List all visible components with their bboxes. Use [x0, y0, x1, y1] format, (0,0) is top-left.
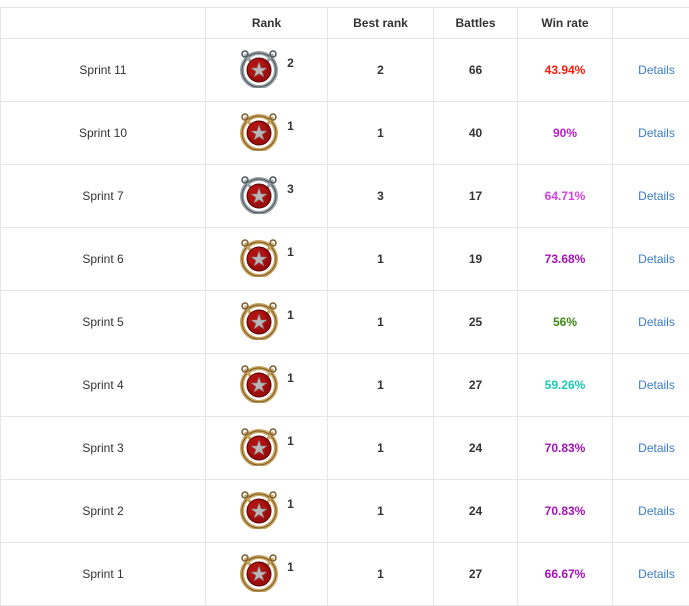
details-cell: Details [613, 480, 689, 543]
win-rate: 43.94% [518, 39, 613, 102]
battles: 19 [434, 228, 518, 291]
rank-cell: 2 [206, 39, 328, 102]
season-name: Sprint 1 [1, 543, 206, 606]
details-link[interactable]: Details [638, 189, 675, 203]
details-link[interactable]: Details [638, 378, 675, 392]
rank-value: 1 [287, 119, 294, 133]
season-name: Sprint 11 [1, 39, 206, 102]
header-season [1, 8, 206, 39]
details-link[interactable]: Details [638, 63, 675, 77]
battles: 27 [434, 354, 518, 417]
table-row: Sprint 11 2 2 66 43.94% Details [1, 39, 689, 102]
gold-rank-medal-icon [239, 554, 279, 592]
header-rank: Rank [206, 8, 328, 39]
details-link[interactable]: Details [638, 126, 675, 140]
best-rank: 1 [328, 543, 434, 606]
rank-cell: 1 [206, 291, 328, 354]
details-cell: Details [613, 102, 689, 165]
best-rank: 1 [328, 480, 434, 543]
season-name: Sprint 6 [1, 228, 206, 291]
table-row: Sprint 7 3 3 17 64.71% Details [1, 165, 689, 228]
gold-rank-medal-icon [239, 113, 279, 151]
win-rate: 90% [518, 102, 613, 165]
gold-rank-medal-icon [239, 491, 279, 529]
rank-value: 1 [287, 308, 294, 322]
gold-rank-medal-icon [239, 428, 279, 466]
best-rank: 1 [328, 291, 434, 354]
win-rate: 70.83% [518, 417, 613, 480]
rank-cell: 1 [206, 480, 328, 543]
table-row: Sprint 3 1 1 24 70.83% Details [1, 417, 689, 480]
best-rank: 1 [328, 228, 434, 291]
details-link[interactable]: Details [638, 567, 675, 581]
details-link[interactable]: Details [638, 315, 675, 329]
best-rank: 1 [328, 417, 434, 480]
win-rate: 64.71% [518, 165, 613, 228]
table-row: Sprint 5 1 1 25 56% Details [1, 291, 689, 354]
best-rank: 1 [328, 102, 434, 165]
silver-rank-medal-icon [239, 176, 279, 214]
win-rate: 70.83% [518, 480, 613, 543]
rank-value: 1 [287, 560, 294, 574]
rank-cell: 1 [206, 417, 328, 480]
rank-cell: 1 [206, 228, 328, 291]
rank-value: 1 [287, 497, 294, 511]
season-name: Sprint 10 [1, 102, 206, 165]
battles: 17 [434, 165, 518, 228]
season-name: Sprint 7 [1, 165, 206, 228]
details-cell: Details [613, 228, 689, 291]
table-row: Sprint 2 1 1 24 70.83% Details [1, 480, 689, 543]
table-row: Sprint 4 1 1 27 59.26% Details [1, 354, 689, 417]
rank-cell: 1 [206, 102, 328, 165]
season-name: Sprint 5 [1, 291, 206, 354]
gold-rank-medal-icon [239, 239, 279, 277]
table-row: Sprint 10 1 1 40 90% Details [1, 102, 689, 165]
sprint-ranks-table: Rank Best rank Battles Win rate Sprint 1… [0, 7, 689, 606]
details-cell: Details [613, 165, 689, 228]
table-row: Sprint 6 1 1 19 73.68% Details [1, 228, 689, 291]
rank-cell: 1 [206, 354, 328, 417]
details-link[interactable]: Details [638, 252, 675, 266]
rank-value: 1 [287, 434, 294, 448]
table-row: Sprint 1 1 1 27 66.67% Details [1, 543, 689, 606]
details-cell: Details [613, 291, 689, 354]
season-name: Sprint 2 [1, 480, 206, 543]
win-rate: 73.68% [518, 228, 613, 291]
header-actions [613, 8, 689, 39]
rank-value: 2 [287, 56, 294, 70]
header-best-rank: Best rank [328, 8, 434, 39]
best-rank: 2 [328, 39, 434, 102]
header-battles: Battles [434, 8, 518, 39]
header-row: Rank Best rank Battles Win rate [1, 8, 689, 39]
season-name: Sprint 4 [1, 354, 206, 417]
battles: 25 [434, 291, 518, 354]
best-rank: 3 [328, 165, 434, 228]
rank-value: 1 [287, 371, 294, 385]
battles: 24 [434, 480, 518, 543]
gold-rank-medal-icon [239, 365, 279, 403]
header-win-rate: Win rate [518, 8, 613, 39]
win-rate: 56% [518, 291, 613, 354]
details-cell: Details [613, 543, 689, 606]
silver-rank-medal-icon [239, 50, 279, 88]
battles: 24 [434, 417, 518, 480]
best-rank: 1 [328, 354, 434, 417]
details-cell: Details [613, 417, 689, 480]
win-rate: 66.67% [518, 543, 613, 606]
battles: 40 [434, 102, 518, 165]
rank-cell: 1 [206, 543, 328, 606]
rank-value: 3 [287, 182, 294, 196]
details-link[interactable]: Details [638, 441, 675, 455]
battles: 27 [434, 543, 518, 606]
details-link[interactable]: Details [638, 504, 675, 518]
details-cell: Details [613, 39, 689, 102]
gold-rank-medal-icon [239, 302, 279, 340]
rank-value: 1 [287, 245, 294, 259]
win-rate: 59.26% [518, 354, 613, 417]
details-cell: Details [613, 354, 689, 417]
season-name: Sprint 3 [1, 417, 206, 480]
rank-cell: 3 [206, 165, 328, 228]
battles: 66 [434, 39, 518, 102]
